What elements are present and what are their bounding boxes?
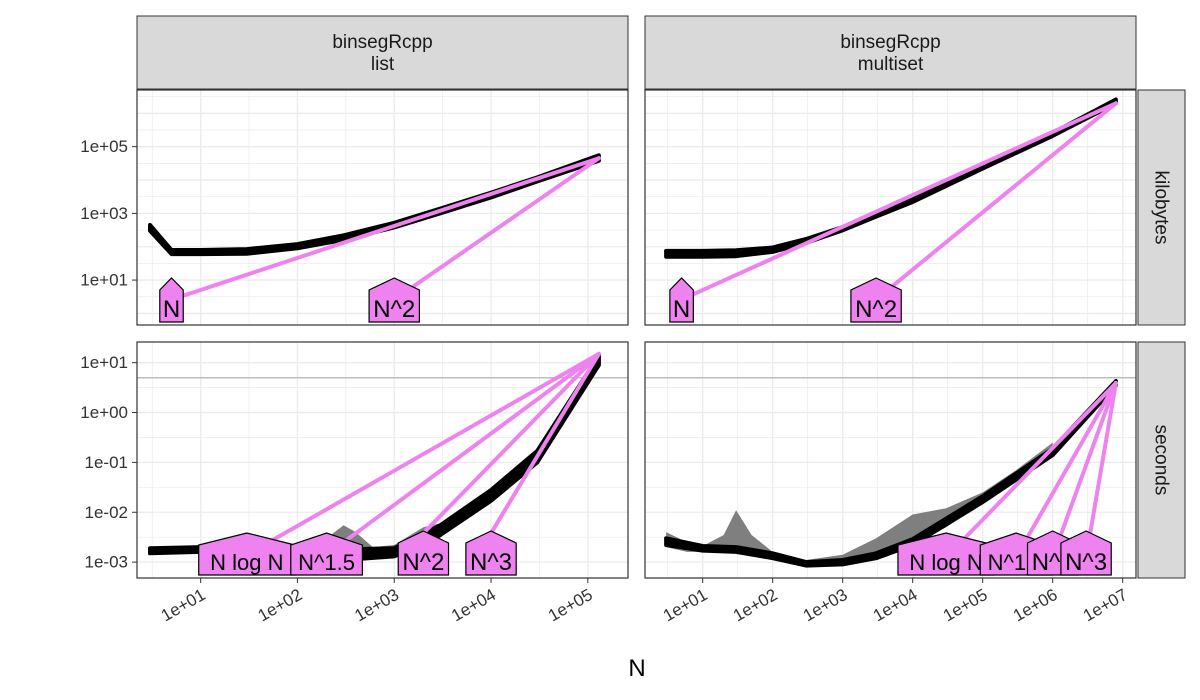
y-tick-label: 1e+01 (80, 271, 128, 290)
panel-border (644, 341, 1137, 579)
reference-line (392, 156, 601, 302)
row-strip-kilobytes (1137, 89, 1186, 326)
column-strip-multiset (644, 15, 1137, 90)
reference-label-box (397, 530, 450, 576)
reference-line (421, 351, 601, 536)
reference-line (324, 351, 601, 557)
reference-line (244, 351, 601, 557)
reference-label-box (368, 277, 421, 323)
x-tick-label: 1e+05 (545, 585, 596, 625)
column-strip-label: list (371, 54, 395, 75)
reference-label-text: N (673, 296, 690, 323)
reference-label-box (290, 532, 363, 576)
panel-kilobytes-list (137, 90, 628, 325)
y-tick-label: 1e+00 (80, 403, 128, 422)
row-strip-label: seconds (1151, 425, 1172, 496)
panel-border (644, 89, 1137, 326)
panel-kilobytes-multiset (645, 90, 1136, 325)
panel-background (137, 342, 628, 578)
reference-label-box (465, 530, 517, 576)
reference-label-text: N log N (210, 550, 283, 575)
x-tick-label: 1e+01 (660, 585, 711, 625)
panel-seconds-multiset (645, 342, 1136, 578)
panel-border (136, 89, 629, 326)
x-tick-label: 1e+01 (158, 585, 209, 625)
reference-line (679, 101, 1118, 302)
x-tick-label: 1e+06 (1010, 585, 1061, 625)
reference-label-box (159, 277, 184, 323)
reference-line (1014, 381, 1118, 560)
reference-label-text: N log N (909, 550, 982, 575)
reference-line (944, 381, 1118, 560)
reference-label-box (897, 532, 995, 576)
y-tick-label: 1e-01 (85, 453, 128, 472)
reference-label-text: N^3 (470, 549, 512, 576)
y-tick-label: 1e+05 (80, 137, 128, 156)
y-tick-label: 1e+03 (80, 204, 128, 223)
reference-label-box (198, 532, 296, 576)
empirical-ribbon (148, 153, 601, 257)
reference-label-text: N^3 (1065, 549, 1107, 576)
x-tick-label: 1e+03 (800, 585, 851, 625)
reference-label-box (850, 277, 902, 323)
x-tick-label: 1e+03 (351, 585, 402, 625)
reference-label-box (669, 277, 694, 323)
x-tick-label: 1e+04 (448, 585, 499, 625)
y-tick-label: 1e-03 (85, 553, 128, 572)
row-strip-label: kilobytes (1151, 171, 1172, 245)
x-tick-label: 1e+04 (870, 585, 921, 625)
reference-line (1050, 381, 1118, 560)
column-strip-label: binsegRcpp (332, 32, 432, 53)
y-tick-label: 1e+01 (80, 353, 128, 372)
facet-panels: binsegRcpplistbinsegRcppmultisetkilobyte… (80, 15, 1186, 625)
panel-border (136, 341, 629, 579)
reference-label-text: N (163, 296, 180, 323)
x-tick-label: 1e+02 (255, 585, 306, 625)
reference-line (1084, 381, 1118, 560)
column-strip-list (136, 15, 629, 90)
x-tick-label: 1e+05 (940, 585, 991, 625)
reference-label-text: N^2 (402, 549, 444, 576)
reference-label-text: N^2 (373, 296, 415, 323)
reference-line (169, 156, 601, 302)
x-tick-label: 1e+07 (1080, 585, 1131, 625)
reference-label-text: N^2 (855, 296, 897, 323)
reference-label-box (1060, 530, 1112, 576)
column-strip-label: multiset (858, 54, 924, 75)
reference-line (874, 101, 1118, 302)
x-axis-label: N (628, 655, 645, 682)
reference-label-text: N^1.5 (298, 550, 355, 575)
column-strip-label: binsegRcpp (840, 32, 940, 53)
reference-line (489, 351, 601, 536)
x-tick-label: 1e+02 (730, 585, 781, 625)
y-tick-label: 1e-02 (85, 503, 128, 522)
row-strip-seconds (1137, 341, 1186, 579)
